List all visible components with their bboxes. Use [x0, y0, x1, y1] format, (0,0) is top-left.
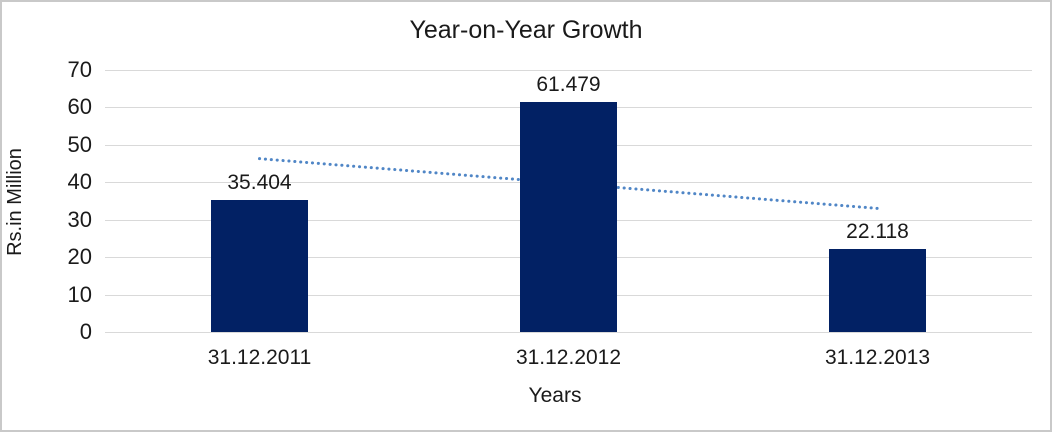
x-tick-label: 31.12.2012	[515, 346, 622, 369]
chart-title: Year-on-Year Growth	[409, 16, 643, 44]
y-tick-label: 40	[67, 169, 92, 195]
x-tick-label: 31.12.2011	[207, 346, 312, 369]
plot-area: 35.404 61.479 22.118	[105, 70, 1032, 333]
y-tick-label: 70	[67, 57, 92, 82]
y-tick-label: 50	[67, 131, 92, 157]
gridline	[105, 70, 1032, 71]
y-tick-label: 20	[67, 244, 92, 270]
gridline	[105, 332, 1032, 333]
bar-31.12.2013	[829, 249, 926, 332]
y-axis: 0 10 20 30 40 50 60 70	[2, 59, 92, 343]
x-tick-label: 31.12.2013	[824, 346, 931, 369]
y-tick-label: 30	[67, 206, 92, 232]
data-label: 35.404	[227, 170, 292, 194]
data-label: 61.479	[536, 72, 601, 96]
y-tick-label: 0	[79, 319, 92, 344]
y-tick-label: 10	[67, 281, 92, 307]
data-label: 22.118	[846, 220, 909, 244]
x-axis-title: Years	[528, 384, 582, 407]
x-axis: 31.12.2011 31.12.2012 31.12.2013	[105, 346, 1032, 372]
bar-31.12.2012	[520, 101, 617, 332]
bar-31.12.2011	[211, 199, 308, 332]
y-tick-label: 60	[67, 94, 92, 120]
